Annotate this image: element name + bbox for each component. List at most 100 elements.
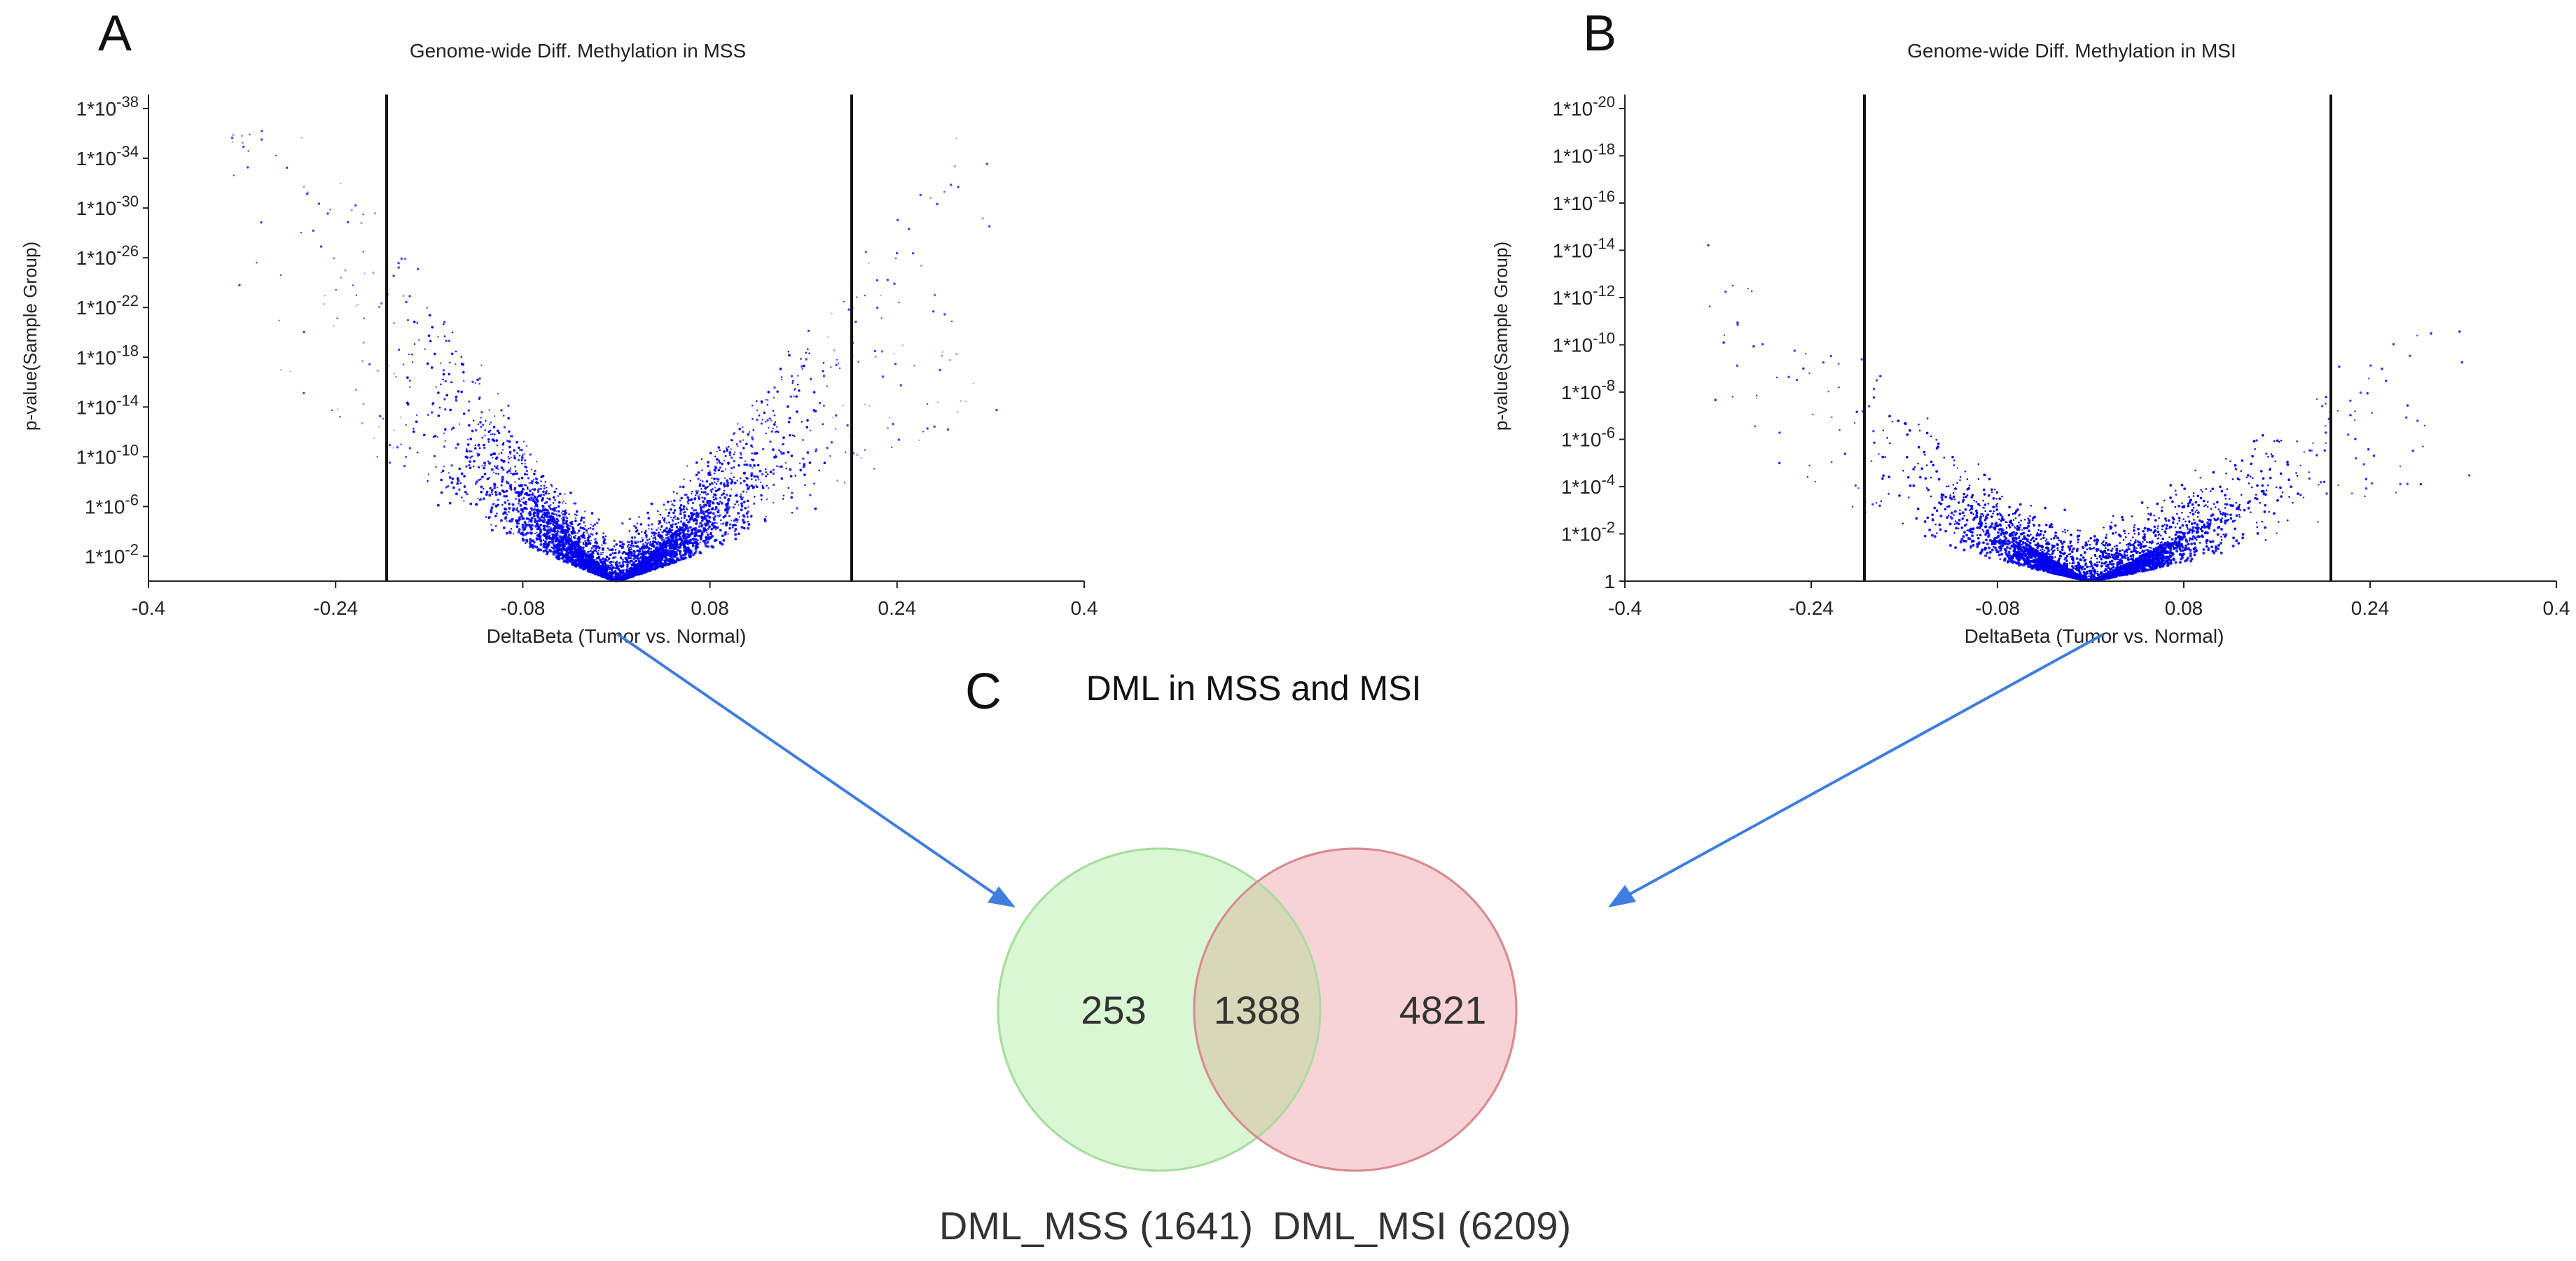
scatter-point [471,455,473,457]
scatter-point [699,541,701,543]
scatter-point [625,559,629,562]
scatter-point [690,492,693,495]
scatter-point [756,410,759,412]
scatter-point [411,361,414,363]
scatter-point [787,421,791,424]
scatter-point [520,448,523,452]
scatter-point [756,400,758,403]
scatter-point [618,552,620,555]
scatter-point [529,453,532,456]
scatter-point [493,415,496,417]
scatter-point [427,362,429,365]
scatter-point [738,515,741,518]
scatter-point [614,562,617,564]
scatter-point [929,196,932,200]
scatter-point [733,476,735,478]
scatter-point [716,450,718,452]
scatter-point [457,390,459,393]
scatter-point [751,452,754,454]
scatter-point [497,393,499,395]
scatter-point [249,133,251,136]
scatter-point [833,349,836,351]
scatter-point [698,525,701,528]
scatter-point [340,182,342,185]
scatter-point [827,336,829,338]
scatter-point [477,497,479,500]
scatter-point [943,190,946,193]
scatter-point [756,475,759,478]
scatter-point [801,421,803,423]
scatter-point [402,363,405,365]
scatter-point [766,485,768,487]
scatter-point [742,431,745,433]
scatter-point [593,550,596,552]
scatter-point [558,501,561,504]
scatter-point [510,457,512,459]
scatter-point [589,542,592,545]
scatter-point [495,525,497,527]
scatter-point [711,477,713,480]
scatter-point [645,536,648,538]
scatter-point [750,485,754,487]
scatter-point [362,403,365,405]
scatter-point [936,401,939,403]
scatter-point [242,146,245,148]
scatter-point [621,552,623,555]
scatter-point [679,520,683,523]
scatter-point [542,539,545,541]
scatter-point [578,529,581,532]
scatter-point [752,418,754,420]
scatter-point [792,379,794,382]
scatter-point [477,423,480,426]
scatter-point [437,414,440,417]
scatter-point [699,503,702,507]
scatter-point [896,251,899,255]
scatter-point [429,340,432,342]
scatter-point [761,473,764,476]
scatter-point [683,511,685,514]
scatter-point [535,461,538,463]
scatter-point [660,538,663,541]
scatter-point [768,427,770,429]
scatter-point [543,516,546,519]
scatter-point [492,503,494,506]
scatter-point [478,447,481,450]
scatter-point [610,568,612,570]
scatter-point [644,550,646,552]
scatter-point [864,403,866,405]
scatter-point [728,515,731,517]
scatter-point [599,559,602,562]
scatter-point [801,365,803,368]
scatter-point [562,513,565,516]
scatter-point [659,514,662,516]
scatter-point [378,306,380,308]
scatter-point [494,491,497,494]
scatter-point [551,485,553,487]
scatter-point [506,520,508,522]
scatter-point [378,306,380,308]
scatter-point [665,537,667,539]
scatter-point [747,433,750,436]
scatter-point [497,468,499,471]
scatter-point [729,494,732,497]
scatter-point [504,517,506,520]
scatter-point [761,419,764,421]
scatter-point [335,288,337,291]
scatter-point [479,421,482,424]
scatter-point [619,544,622,548]
scatter-point [455,350,457,353]
scatter-point [614,552,617,555]
scatter-point [988,225,991,228]
scatter-point [527,498,530,501]
scatter-point [520,477,524,480]
scatter-point [619,564,622,567]
scatter-point [388,365,390,367]
scatter-point [964,400,967,403]
scatter-point [455,363,457,365]
scatter-point [621,522,624,525]
scatter-point [467,409,470,412]
scatter-point [452,426,455,429]
scatter-point [610,564,612,567]
scatter-point [400,443,402,445]
scatter-point [818,401,822,405]
